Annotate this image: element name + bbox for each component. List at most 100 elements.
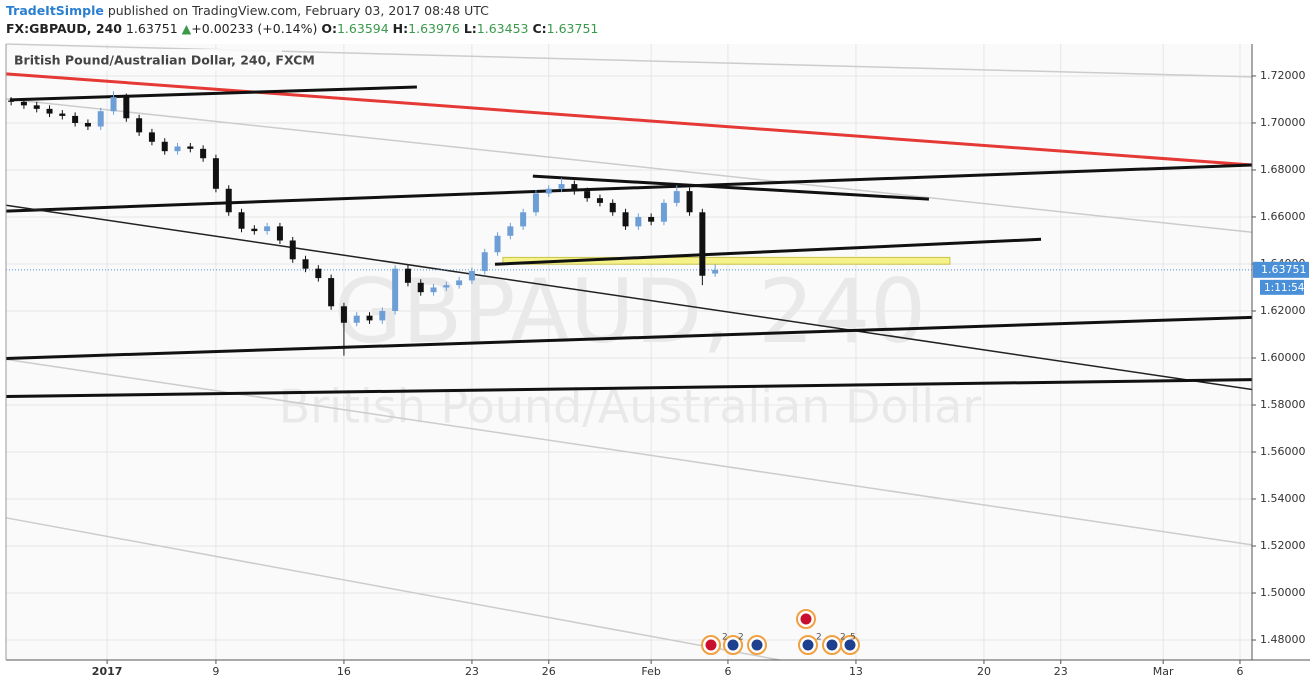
event-flag <box>726 638 740 652</box>
candle-body <box>648 216 655 222</box>
candle-body <box>84 122 91 127</box>
symbol: FX:GBPAUD, 240 <box>6 21 122 36</box>
legend-bg <box>6 49 282 71</box>
zone <box>502 256 951 265</box>
candle-body <box>72 115 79 123</box>
c-label: C: <box>532 21 547 36</box>
candle-body <box>417 282 424 293</box>
candle-body <box>532 193 539 213</box>
trendline <box>5 163 1253 213</box>
event-count: 2 <box>840 633 846 643</box>
candle-body <box>584 191 591 199</box>
y-tick-label: 1.62000 <box>1260 304 1306 317</box>
candle-body <box>340 306 347 323</box>
y-tick-label: 1.50000 <box>1260 586 1306 599</box>
trendline <box>5 378 1253 399</box>
candle-body <box>686 191 693 213</box>
change: +0.00233 (+0.14%) <box>191 21 318 36</box>
arrow: ▲ <box>181 21 192 36</box>
x-tick-label: 26 <box>542 665 556 678</box>
y-tick-label: 1.70000 <box>1260 116 1306 129</box>
candle-body <box>507 226 514 236</box>
x-tick-label: 6 <box>1236 665 1243 678</box>
candle-body <box>110 97 117 112</box>
c-value: 1.63751 <box>546 21 599 36</box>
o-label: O: <box>321 21 337 36</box>
event-count: 2 <box>738 633 744 643</box>
candle-body <box>200 148 207 159</box>
candle-body <box>494 235 501 253</box>
candle-body <box>596 198 603 203</box>
candle-body <box>353 315 360 323</box>
x-tick-label: 13 <box>849 665 863 678</box>
watermark: GBPAUD, 240 <box>334 260 926 363</box>
candle-body <box>609 202 616 213</box>
candle-body <box>33 105 40 109</box>
candle-body <box>264 226 271 232</box>
candle-body <box>712 269 719 274</box>
author[interactable]: TradeItSimple <box>6 3 104 18</box>
x-tick-label: 16 <box>337 665 351 678</box>
x-tick-label: 6 <box>724 665 731 678</box>
l-value: 1.63453 <box>476 21 529 36</box>
price-tag: 1.63751 <box>1261 263 1307 276</box>
event-count: 2 <box>816 633 822 643</box>
candle-body <box>404 268 411 283</box>
event-count: 5 <box>850 633 856 643</box>
candle-body <box>481 252 488 272</box>
candle-body <box>46 108 53 114</box>
y-tick-label: 1.58000 <box>1260 398 1306 411</box>
countdown-bg <box>1260 279 1304 295</box>
candle-body <box>238 212 245 229</box>
trendline <box>5 358 1253 546</box>
candle-body <box>558 184 565 189</box>
candle-body <box>366 315 373 321</box>
event-flag <box>843 638 857 652</box>
y-tick-label: 1.72000 <box>1260 69 1306 82</box>
candle-body <box>443 285 450 288</box>
candle-body <box>520 212 527 227</box>
trendline <box>494 237 1042 266</box>
price-tag-bg <box>1253 261 1309 278</box>
candle-body <box>468 271 475 281</box>
x-tick-label: 23 <box>465 665 479 678</box>
candle-body <box>123 97 130 119</box>
y-tick-label: 1.52000 <box>1260 539 1306 552</box>
candle-body <box>673 191 680 203</box>
candle-body <box>545 188 552 194</box>
candle-body <box>148 132 155 142</box>
candle-body <box>430 287 437 293</box>
candle-body <box>20 101 27 106</box>
y-tick-label: 1.56000 <box>1260 445 1306 458</box>
y-tick-label: 1.54000 <box>1260 492 1306 505</box>
candle-body <box>276 226 283 241</box>
price: 1.63751 <box>125 21 178 36</box>
candle-body <box>315 268 322 279</box>
candle-body <box>136 118 143 133</box>
candle-body <box>660 202 667 222</box>
chart-title: British Pound/Australian Dollar, 240, FX… <box>14 53 315 68</box>
candle-body <box>225 188 232 213</box>
candle-body <box>635 216 642 227</box>
l-label: L: <box>463 21 477 36</box>
event-count: 2 <box>722 633 728 643</box>
event-flag <box>825 638 839 652</box>
candle-body <box>97 111 104 127</box>
trendline <box>5 98 1253 234</box>
trendline <box>5 204 1253 391</box>
h-label: H: <box>392 21 409 36</box>
candle-body <box>302 259 309 269</box>
x-tick-label: Feb <box>641 665 660 678</box>
candle-body <box>699 212 706 276</box>
trendline <box>5 72 1253 167</box>
event-flag <box>704 638 718 652</box>
quote-line: FX:GBPAUD, 240 1.63751 ▲+0.00233 (+0.14%… <box>6 21 598 36</box>
h-value: 1.63976 <box>408 21 460 36</box>
x-tick-label: 2017 <box>92 665 123 678</box>
publish-line: TradeItSimple published on TradingView.c… <box>6 3 489 18</box>
candle-body <box>212 158 219 189</box>
event-flag <box>750 638 764 652</box>
candle-body <box>161 141 168 152</box>
